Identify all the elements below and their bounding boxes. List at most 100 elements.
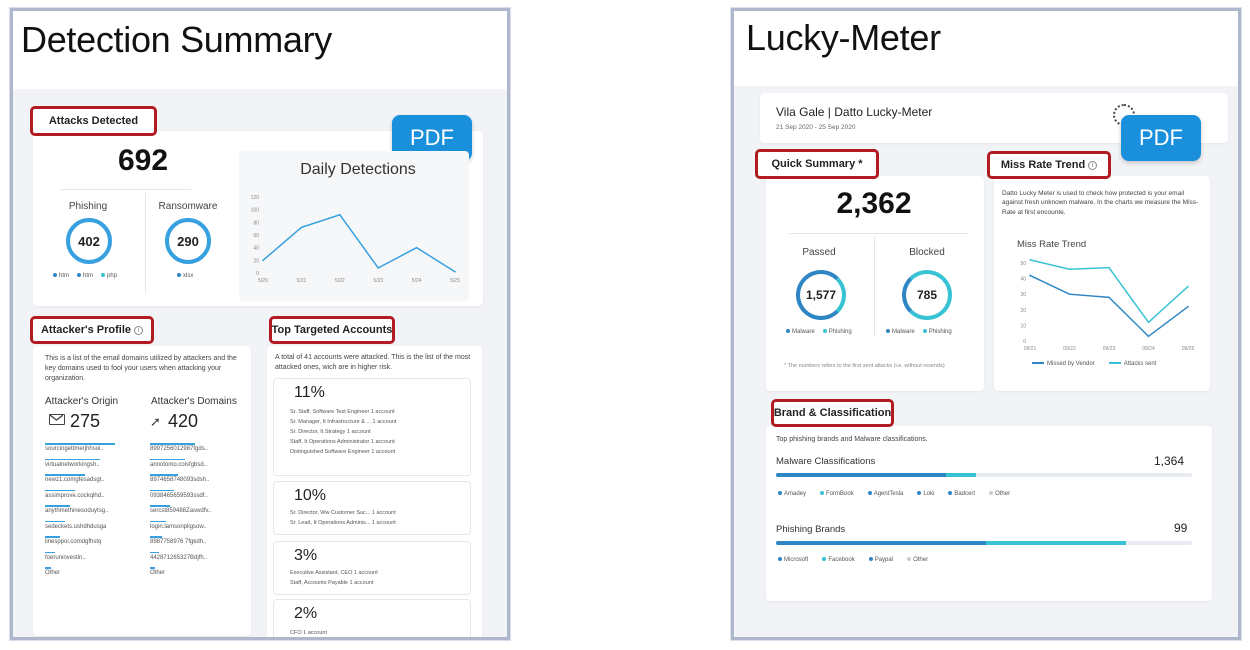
ransomware-ring: 290: [165, 218, 211, 264]
divider: [145, 193, 146, 293]
x-tick-label: 5/21: [297, 278, 307, 284]
top-targeted-label: Top Targeted Accounts: [269, 316, 395, 344]
legend-item: Amadey: [778, 491, 806, 497]
attackers-profile-label: Attacker's Profile i: [30, 316, 154, 344]
data-point: [1068, 268, 1071, 271]
account-line: Executive Assistant, CEO 1 account: [290, 570, 378, 576]
list-item: login.lamsonpligsow..: [150, 520, 245, 540]
x-tick-label: 09/23: [1103, 346, 1116, 352]
phishing-brands-count: 99: [1174, 521, 1188, 535]
list-item: sourcingettmerjhhsoi..: [45, 443, 140, 462]
lucky-meter-panel: Lucky-Meter Vila Gale | Datto Lucky-Mete…: [731, 8, 1241, 640]
pdf-button[interactable]: PDF: [1121, 115, 1201, 161]
report-title: Vila Gale | Datto Lucky-Meter: [776, 105, 933, 119]
miss-rate-text: Miss Rate Trend: [1000, 159, 1086, 171]
legend-item: htm: [53, 273, 69, 279]
attackers-profile-card: [33, 346, 251, 636]
y-tick-label: 60: [253, 233, 259, 239]
blocked-legend: Malware Phishing: [886, 329, 952, 335]
list-item: sercst859488Zaswdfv..: [150, 505, 245, 524]
daily-detections-chart: 0 20 40 60 80 100 120 5/20 5/21 5/22 5/23 5/24 5/25: [251, 195, 460, 284]
divider: [61, 189, 191, 190]
origin-count: 275: [70, 411, 101, 431]
account-percentage: 10%: [294, 487, 327, 504]
data-point: [1108, 266, 1110, 269]
data-point: [1108, 296, 1110, 299]
list-item: virtualnetworkingsh..: [45, 458, 140, 478]
mail-icon: [49, 414, 65, 425]
phishing-brands-legend: Microsoft Facebook Paypal Other: [778, 557, 928, 563]
y-tick-label: 50: [1020, 261, 1026, 267]
chart-title: Daily Detections: [300, 161, 416, 178]
list-item: sedeckets.ushdhdusga: [45, 520, 140, 540]
list-item: annotomo.coisfgbsd..: [150, 458, 245, 478]
y-tick-label: 120: [251, 195, 260, 201]
y-tick-label: 0: [1023, 339, 1026, 345]
x-tick-label: 09/24: [1142, 346, 1155, 352]
data-point: [1187, 305, 1189, 308]
divider: [874, 237, 875, 337]
miss-rate-chart: 0 10 20 30 40 50 09/21 09/22 09/23 09/24 09/25: [1020, 259, 1194, 352]
brand-description: Top phishing brands and Malware classifi…: [776, 436, 928, 443]
account-line: Distinguished Software Engineer 1 accoun…: [290, 449, 396, 455]
legend-item: FormBook: [820, 491, 854, 497]
targeted-description: A total of 41 accounts were attacked. Th…: [275, 354, 471, 372]
brand-classification-card: [766, 426, 1212, 601]
list-item: newz1.comgfesadsgt..: [45, 474, 140, 493]
chart-area: [239, 151, 469, 301]
account-line: Staff, It Operations Administrator 1 acc…: [290, 439, 395, 445]
account-group: 10% Sr. Director, Ww Customer Suc... 1 a…: [273, 481, 471, 535]
info-icon[interactable]: i: [1088, 160, 1098, 170]
list-item: 0938465659593ssdf..: [150, 489, 245, 509]
data-point: [300, 226, 303, 229]
info-icon[interactable]: i: [134, 325, 144, 335]
list-item: assimprove.cockqlhd..: [45, 489, 140, 509]
panel-heading: [734, 11, 1238, 86]
account-group: 2% CFO 1 account: [273, 599, 471, 637]
page-title: Detection Summary: [21, 19, 333, 60]
series-line: [1029, 259, 1189, 324]
phishing-brands-bar: [776, 541, 1192, 545]
panel-heading: [13, 11, 507, 89]
report-dates: 21 Sep 2020 - 25 Sep 2020: [776, 124, 856, 131]
profile-description: This is a list of the email domains util…: [45, 355, 237, 383]
account-line: Sr. Director, It Strategy 1 account: [290, 429, 371, 435]
miss-rate-label: Miss Rate Trend i: [987, 151, 1111, 179]
malware-count: 1,364: [1154, 454, 1185, 468]
y-tick-label: 20: [253, 258, 259, 264]
legend-item: Microsoft: [778, 557, 808, 563]
miss-rate-legend: Missed by Vendor Attacks sent: [1032, 361, 1156, 367]
list-item: 8997256012987fgds..: [150, 443, 245, 462]
account-line: Staff, Accounts Payable 1 account: [290, 580, 374, 586]
legend-item: AgentTesla: [867, 491, 903, 497]
legend-item: Missed by Vendor: [1032, 361, 1095, 367]
legend-item: Facebook: [822, 557, 855, 563]
malware-label: Malware Classifications: [776, 456, 876, 467]
ransomware-legend: xlsx: [177, 273, 193, 279]
legend-item: Loki: [917, 491, 934, 497]
series-line: [1029, 274, 1189, 338]
account-percentage: 11%: [294, 384, 325, 401]
malware-bar: [776, 473, 1192, 477]
account-line: Sr. Staff, Software Test Engineer 1 acco…: [290, 409, 395, 415]
attacks-detected-label: Attacks Detected: [30, 106, 157, 136]
legend-item: Paypal: [868, 557, 893, 563]
data-point: [415, 246, 418, 249]
list-item: anythmethinesoduytsg..: [45, 505, 140, 524]
x-tick-label: 5/23: [373, 278, 383, 284]
y-tick-label: 80: [253, 220, 259, 226]
domains-count: 420: [168, 411, 199, 431]
y-tick-label: 40: [253, 246, 259, 252]
account-group: 11% Sr. Staff, Software Test Engineer 1 …: [273, 378, 471, 476]
data-point: [1147, 335, 1150, 338]
account-line: Sr. Manager, It Infrastructure & ... 1 a…: [290, 419, 397, 425]
legend-item: Badcert: [948, 491, 975, 497]
data-point: [454, 270, 456, 273]
attackers-profile-text: Attacker's Profile: [40, 324, 132, 336]
list-item: Other: [45, 567, 140, 586]
y-tick-label: 20: [1020, 308, 1026, 314]
detection-summary-panel: Detection Summary Attacks Detected PDF 6…: [10, 8, 510, 640]
data-point: [1187, 285, 1189, 288]
account-percentage: 3%: [294, 547, 318, 564]
data-point: [262, 259, 264, 262]
